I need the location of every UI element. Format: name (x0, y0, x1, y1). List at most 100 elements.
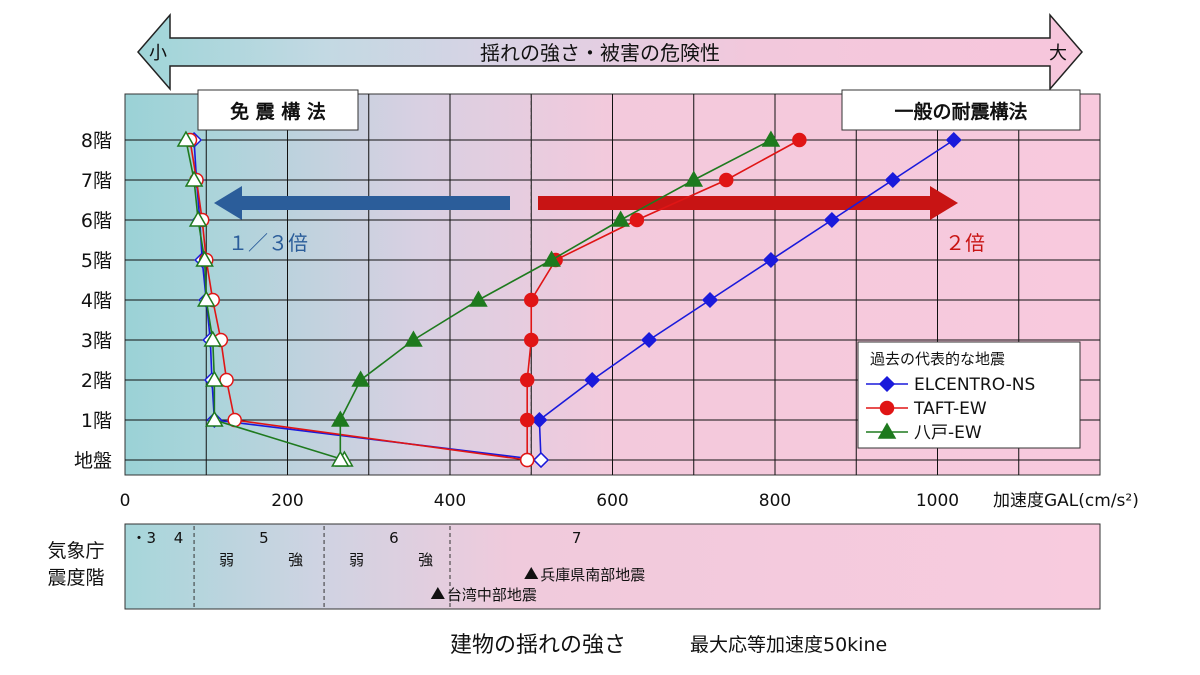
isolated-series-2-point-5 (195, 250, 214, 267)
banner-title: 揺れの強さ・被害の危険性 (480, 41, 720, 65)
legend-marker-2 (877, 422, 897, 439)
y-tick-label-8: 8階 (81, 130, 112, 152)
legend: 過去の代表的な地震 ELCENTRO-NS TAFT-EW 八戸-EW (857, 341, 1081, 449)
legend-title: 過去の代表的な地震 (870, 350, 1005, 368)
isolated-series-2-point-1 (205, 410, 224, 427)
series--ew-point-3 (404, 330, 423, 347)
series--ew-point-0 (331, 450, 350, 467)
isolated-series-2-point-8 (176, 130, 196, 147)
conventional-label: 一般の耐震構法 (894, 100, 1027, 123)
scale-sublabel-0: 弱 (219, 551, 234, 569)
y-tick-label-5: 5階 (81, 250, 112, 272)
right-arrow-label: ２倍 (945, 231, 985, 255)
footer-right: 最大応等加速度50kine (690, 634, 887, 656)
left-arrow-label: １／３倍 (228, 231, 308, 255)
x-tick-label-2: 400 (434, 491, 466, 511)
scale-row-label-2: 震度階 (47, 567, 104, 589)
scale-zone-label-1: 4 (174, 529, 184, 547)
series-taft-ew-point-4 (524, 292, 539, 308)
scale-background (124, 523, 1101, 610)
series-elcentro-ns-point-5 (762, 251, 779, 269)
scale-zone-label-2: 5 (259, 529, 269, 547)
series--ew-point-6 (611, 210, 630, 227)
y-tick-label-4: 4階 (81, 290, 112, 312)
scale-sublabel-2: 弱 (349, 551, 364, 569)
legend-label-2: 八戸-EW (914, 423, 982, 443)
legend-label-1: TAFT-EW (913, 399, 987, 419)
isolated-series-2-point-2 (205, 370, 224, 387)
series-elcentro-ns-point-1 (531, 411, 548, 429)
legend-box (857, 341, 1081, 449)
series--ew-point-7 (684, 170, 704, 187)
left-arrow-shaft (238, 196, 510, 210)
x-axis-title: 加速度GAL(cm/s²) (993, 491, 1139, 511)
scale-sublabel-1: 強 (288, 551, 303, 569)
y-tick-label-1: 1階 (81, 410, 112, 432)
right-arrow-shaft (538, 196, 934, 210)
legend-label-0: ELCENTRO-NS (914, 375, 1035, 395)
isolation-label-box: 免 震 構 法 (197, 89, 359, 131)
x-axis-labels: 0 200 400 600 800 1000 (120, 491, 960, 511)
ratio-arrows (214, 186, 958, 220)
x-tick-label-3: 600 (596, 491, 628, 511)
y-tick-label-2: 2階 (81, 370, 112, 392)
y-axis-labels: 地盤 1階 2階 3階 4階 5階 6階 7階 8階 (74, 130, 112, 472)
series-elcentro-ns-point-7 (884, 171, 901, 189)
severity-arrow (137, 12, 1083, 92)
scale-event-label-1: 台湾中部地震 (447, 586, 537, 604)
isolated-series-2-point-4 (196, 290, 216, 307)
x-tick-label-4: 800 (759, 491, 791, 511)
series-taft-ew-point-7 (719, 172, 734, 188)
series-elcentro-ns-point-0 (532, 451, 550, 469)
x-tick-label-1: 200 (271, 491, 303, 511)
main-plot: 免 震 構 法 一般の耐震構法 １／３倍 ２倍 過去の代表的な地震 ELCENT… (124, 89, 1101, 476)
scale-sublabel-3: 強 (418, 551, 433, 569)
series--ew-point-5 (542, 250, 561, 267)
isolated-series-2-point-3 (203, 330, 223, 347)
y-tick-label-0: 地盤 (74, 450, 112, 472)
x-tick-label-0: 0 (120, 491, 131, 511)
scale-event-marker-0 (524, 567, 539, 579)
scale-zone-label-0: ・3 (132, 529, 157, 547)
y-tick-label-7: 7階 (81, 170, 112, 192)
series-elcentro-ns-point-3 (641, 331, 658, 349)
legend-items: ELCENTRO-NS TAFT-EW 八戸-EW (866, 375, 1035, 443)
isolation-label: 免 震 構 法 (230, 100, 326, 123)
series-taft-ew-point-8 (792, 132, 807, 148)
isolated-series-2-point-7 (184, 170, 204, 187)
scale-zone-label-3: 6 (389, 529, 399, 547)
isolated-series-2-point-6 (188, 210, 208, 227)
series--ew-point-1 (331, 410, 350, 427)
series-taft-ew-point-1 (519, 412, 535, 428)
legend-marker-0 (878, 375, 896, 393)
severity-banner: 小 揺れの強さ・被害の危険性 大 (137, 12, 1083, 92)
y-tick-label-6: 6階 (81, 210, 112, 232)
series-elcentro-ns-point-8 (945, 131, 962, 149)
scale-row-label-1: 気象庁 (47, 540, 104, 562)
series-elcentro-ns-point-6 (823, 211, 840, 229)
series-elcentro-ns-point-4 (701, 291, 719, 309)
footer-left: 建物の揺れの強さ (450, 633, 626, 658)
isolated-series-1-point-2 (219, 372, 234, 388)
left-arrow-head (214, 186, 242, 220)
series-layer (176, 130, 962, 469)
scale-zone-label-4: 7 (572, 529, 582, 547)
banner-left-label: 小 (149, 43, 167, 64)
series--ew-point-4 (469, 290, 488, 307)
scale-event-label-0: 兵庫県南部地震 (540, 566, 645, 584)
x-tick-label-5: 1000 (916, 491, 959, 511)
conventional-label-box: 一般の耐震構法 (841, 89, 1081, 131)
series-taft-ew-point-3 (524, 332, 539, 348)
series-taft-ew-point-2 (519, 372, 535, 388)
legend-marker-1 (879, 400, 895, 416)
y-tick-label-3: 3階 (81, 330, 112, 352)
right-arrow-head (930, 186, 958, 220)
banner-right-label: 大 (1049, 43, 1067, 64)
series-elcentro-ns-point-2 (584, 371, 601, 389)
series-taft-ew-point-0 (519, 452, 535, 468)
scale-event-marker-1 (430, 587, 445, 599)
series--ew-point-8 (761, 130, 781, 147)
